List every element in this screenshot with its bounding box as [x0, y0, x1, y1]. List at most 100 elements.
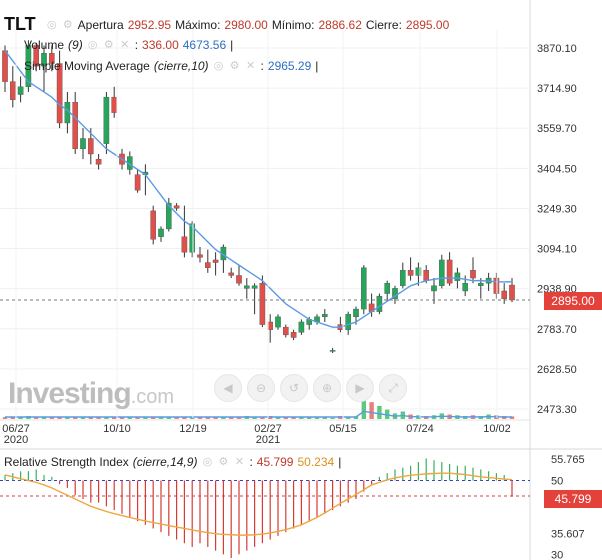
volume-bar	[96, 417, 101, 419]
volume-bar	[10, 417, 15, 419]
candle-body	[478, 283, 484, 286]
settings-icon[interactable]: ⚙	[229, 60, 240, 72]
candle-body	[72, 102, 78, 150]
candle-body	[95, 158, 102, 165]
candle-body	[158, 228, 164, 237]
volume-bar	[57, 416, 62, 419]
y-tick-label: 3404.50	[537, 163, 577, 175]
volume-bar	[143, 417, 148, 419]
candle-body	[384, 283, 391, 294]
rsi-value-2: 50.234	[297, 455, 335, 469]
sma-line	[4, 50, 513, 328]
x-tick-label: 12/19	[179, 423, 207, 435]
x-tick-label: 07/24	[406, 423, 434, 435]
scroll-right-icon[interactable]: ▶	[346, 374, 374, 402]
settings-icon[interactable]: ⚙	[103, 39, 114, 51]
volume-bar	[291, 417, 296, 419]
candle-body	[41, 52, 47, 67]
close-icon[interactable]: ✕	[245, 60, 256, 72]
volume-bar	[158, 417, 164, 419]
volume-bar	[88, 417, 93, 419]
x-tick-year-label: 2021	[256, 434, 280, 446]
zoom-in-icon[interactable]: ⊕	[313, 374, 341, 402]
candle-body	[103, 96, 110, 144]
y-tick-label: 3094.10	[537, 244, 577, 256]
candle-body	[345, 314, 352, 330]
volume-bar	[229, 417, 234, 419]
candle-body	[275, 316, 281, 328]
fullscreen-icon[interactable]: ⤢	[379, 374, 407, 402]
candle-body	[80, 138, 86, 150]
volume-bar	[127, 417, 132, 419]
y-tick-label: 3559.70	[537, 123, 577, 135]
close-icon[interactable]: ✕	[120, 39, 130, 51]
volume-bar	[73, 417, 78, 419]
candle-body	[2, 50, 8, 82]
candle-body	[165, 202, 172, 230]
volume-bar	[307, 417, 312, 419]
x-tick-label: 02/27	[254, 423, 282, 435]
volume-bar	[236, 417, 242, 419]
settings-icon[interactable]: ⚙	[218, 456, 229, 468]
rsi-value-1: 45.799	[256, 455, 294, 469]
candle-body	[9, 81, 16, 100]
scroll-left-icon[interactable]: ◀	[214, 374, 242, 402]
reset-icon[interactable]: ↺	[280, 374, 308, 402]
symbol-label: TLT	[4, 14, 36, 34]
candle-body	[181, 236, 188, 253]
eye-icon[interactable]: ◎	[87, 39, 98, 51]
candle-body	[150, 210, 157, 240]
candle-body	[493, 277, 500, 294]
volume-bar	[330, 417, 335, 419]
close-icon[interactable]: ✕	[234, 456, 245, 468]
ohlc-legend: TLT ◎ ⚙ Apertura 2952.95 Máximo: 2980.00…	[4, 14, 449, 35]
candle-body	[509, 284, 515, 301]
y-tick-label: 2473.30	[537, 404, 577, 416]
zoom-out-icon[interactable]: ⊖	[247, 374, 275, 402]
candle-body	[446, 259, 453, 284]
volume-bar	[112, 417, 117, 419]
candle-body	[17, 86, 24, 95]
volume-value-1: 336.00	[142, 38, 179, 52]
volume-bar	[166, 417, 171, 419]
volume-bar	[205, 417, 210, 419]
volume-bar	[135, 417, 140, 419]
candle-body	[25, 45, 32, 87]
candle-body	[361, 267, 367, 310]
candle-body	[439, 259, 445, 286]
open-label: Apertura	[77, 17, 124, 32]
sma-label: Simple Moving Average	[24, 59, 150, 73]
low-label: Mínimo:	[271, 17, 315, 32]
volume-bar	[213, 416, 218, 419]
investing-logo: Investing.com	[8, 377, 175, 410]
candle-body	[407, 270, 414, 276]
candle-body	[290, 332, 297, 338]
candle-body	[197, 254, 203, 258]
candle-body	[243, 285, 250, 289]
volume-bar	[174, 417, 179, 419]
candle-body	[49, 52, 55, 64]
volume-ma-line	[5, 410, 512, 418]
rsi-tick-label: 55.765	[551, 454, 585, 466]
volume-bar	[346, 416, 351, 419]
y-tick-label: 3870.10	[537, 43, 577, 55]
candle-body	[283, 326, 289, 336]
volume-bar	[377, 405, 382, 419]
volume-legend: Volume (9) ◎ ⚙ ✕ : 336.00 4673.56 |	[24, 38, 234, 52]
candle-body	[173, 205, 180, 209]
eye-icon[interactable]: ◎	[213, 60, 224, 72]
eye-icon[interactable]: ◎	[46, 18, 57, 31]
volume-bar	[34, 417, 39, 419]
candle-body	[376, 295, 383, 312]
candle-body	[87, 138, 94, 155]
x-tick-year-label: 2020	[4, 434, 28, 446]
x-tick-label: 05/15	[329, 423, 357, 435]
eye-icon[interactable]: ◎	[202, 456, 213, 468]
sma-value: 2965.29	[267, 59, 312, 73]
x-tick-label: 06/27	[2, 423, 30, 435]
settings-icon[interactable]: ⚙	[62, 18, 73, 31]
volume-bar	[275, 416, 281, 419]
volume-bar	[361, 398, 366, 419]
